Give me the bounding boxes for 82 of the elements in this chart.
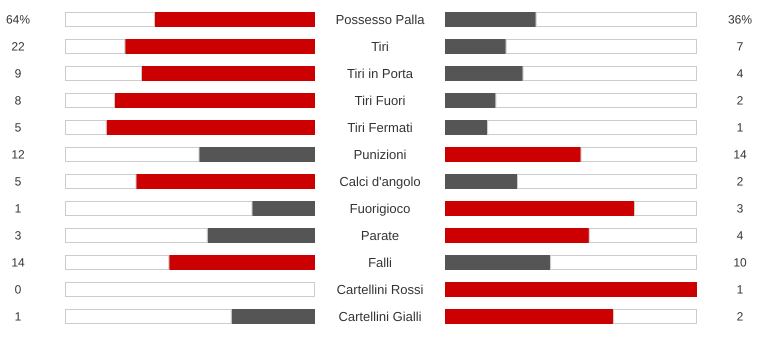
bar: [65, 66, 142, 81]
text: 3: [736, 202, 744, 216]
bar: [65, 93, 115, 108]
text: 14: [11, 256, 25, 270]
y-tick-label: Possesso Palla: [336, 12, 426, 27]
text: 1: [736, 282, 744, 296]
text: 5: [14, 120, 22, 134]
text: 1: [14, 202, 22, 216]
bar: [125, 39, 315, 54]
y-tick-label: Tiri Fuori: [354, 93, 406, 108]
y-tick-label: Falli: [368, 255, 392, 270]
text: 2: [736, 310, 744, 324]
bar: [536, 12, 697, 27]
text: 36%: [728, 12, 752, 26]
bar: [65, 120, 107, 135]
bar: [232, 309, 315, 324]
bar: [445, 39, 506, 54]
bar: [65, 255, 170, 270]
text: 9: [14, 66, 22, 80]
bar: [550, 255, 697, 270]
bar: [588, 228, 697, 243]
y-tick-label: Tiri in Porta: [347, 66, 414, 81]
y-tick-label: Tiri: [371, 39, 389, 54]
text: 4: [736, 228, 744, 242]
y-tick-label: Tiri Fermati: [347, 120, 413, 135]
y-tick-label: Calci d'angolo: [339, 174, 421, 189]
text: 14: [733, 148, 747, 162]
y-tick-label: Fuorigioco: [350, 201, 410, 216]
y-tick-label: Cartellini Rossi: [336, 282, 424, 297]
bar: [580, 147, 697, 162]
bar: [634, 201, 697, 216]
bar: [252, 201, 315, 216]
bar: [445, 12, 536, 27]
text: 3: [14, 228, 22, 242]
text: 10: [733, 256, 747, 270]
bar: [445, 120, 488, 135]
bar: [65, 174, 136, 189]
text: 64%: [6, 12, 30, 26]
bar: [487, 120, 697, 135]
bar: [155, 12, 315, 27]
bar: [65, 12, 155, 27]
bar: [506, 39, 697, 54]
bar: [495, 93, 697, 108]
bar: [65, 282, 315, 297]
bar: [65, 228, 208, 243]
bar: [208, 228, 315, 243]
text: 8: [14, 94, 22, 108]
bar: [445, 66, 523, 81]
bar: [65, 309, 232, 324]
y-tick-label: Parate: [360, 228, 400, 243]
bar: [445, 93, 496, 108]
y-tick-label: Punizioni: [354, 147, 406, 162]
bar: [445, 228, 589, 243]
bar: [65, 39, 126, 54]
text: 7: [736, 40, 744, 54]
bar: [445, 309, 614, 324]
bar: [445, 147, 581, 162]
y-tick-label: Cartellini Gialli: [338, 309, 422, 324]
text: 5: [14, 174, 22, 188]
bar: [445, 282, 697, 297]
text: 0: [14, 282, 22, 296]
bar: [200, 147, 315, 162]
text: 2: [736, 174, 744, 188]
bar: [115, 93, 315, 108]
bar: [106, 120, 315, 135]
text: 2: [736, 94, 744, 108]
text: 1: [14, 310, 22, 324]
bar: [169, 255, 315, 270]
bar: [445, 255, 550, 270]
bar: [445, 201, 634, 216]
bar: [517, 174, 697, 189]
text: 4: [736, 66, 744, 80]
text: 1: [736, 120, 744, 134]
bar: [65, 147, 200, 162]
text: 12: [11, 148, 25, 162]
bar: [613, 309, 697, 324]
bar: [65, 201, 252, 216]
bar: [522, 66, 697, 81]
text: 22: [11, 40, 25, 54]
bar: [136, 174, 315, 189]
bar: [445, 174, 518, 189]
bar: [142, 66, 315, 81]
